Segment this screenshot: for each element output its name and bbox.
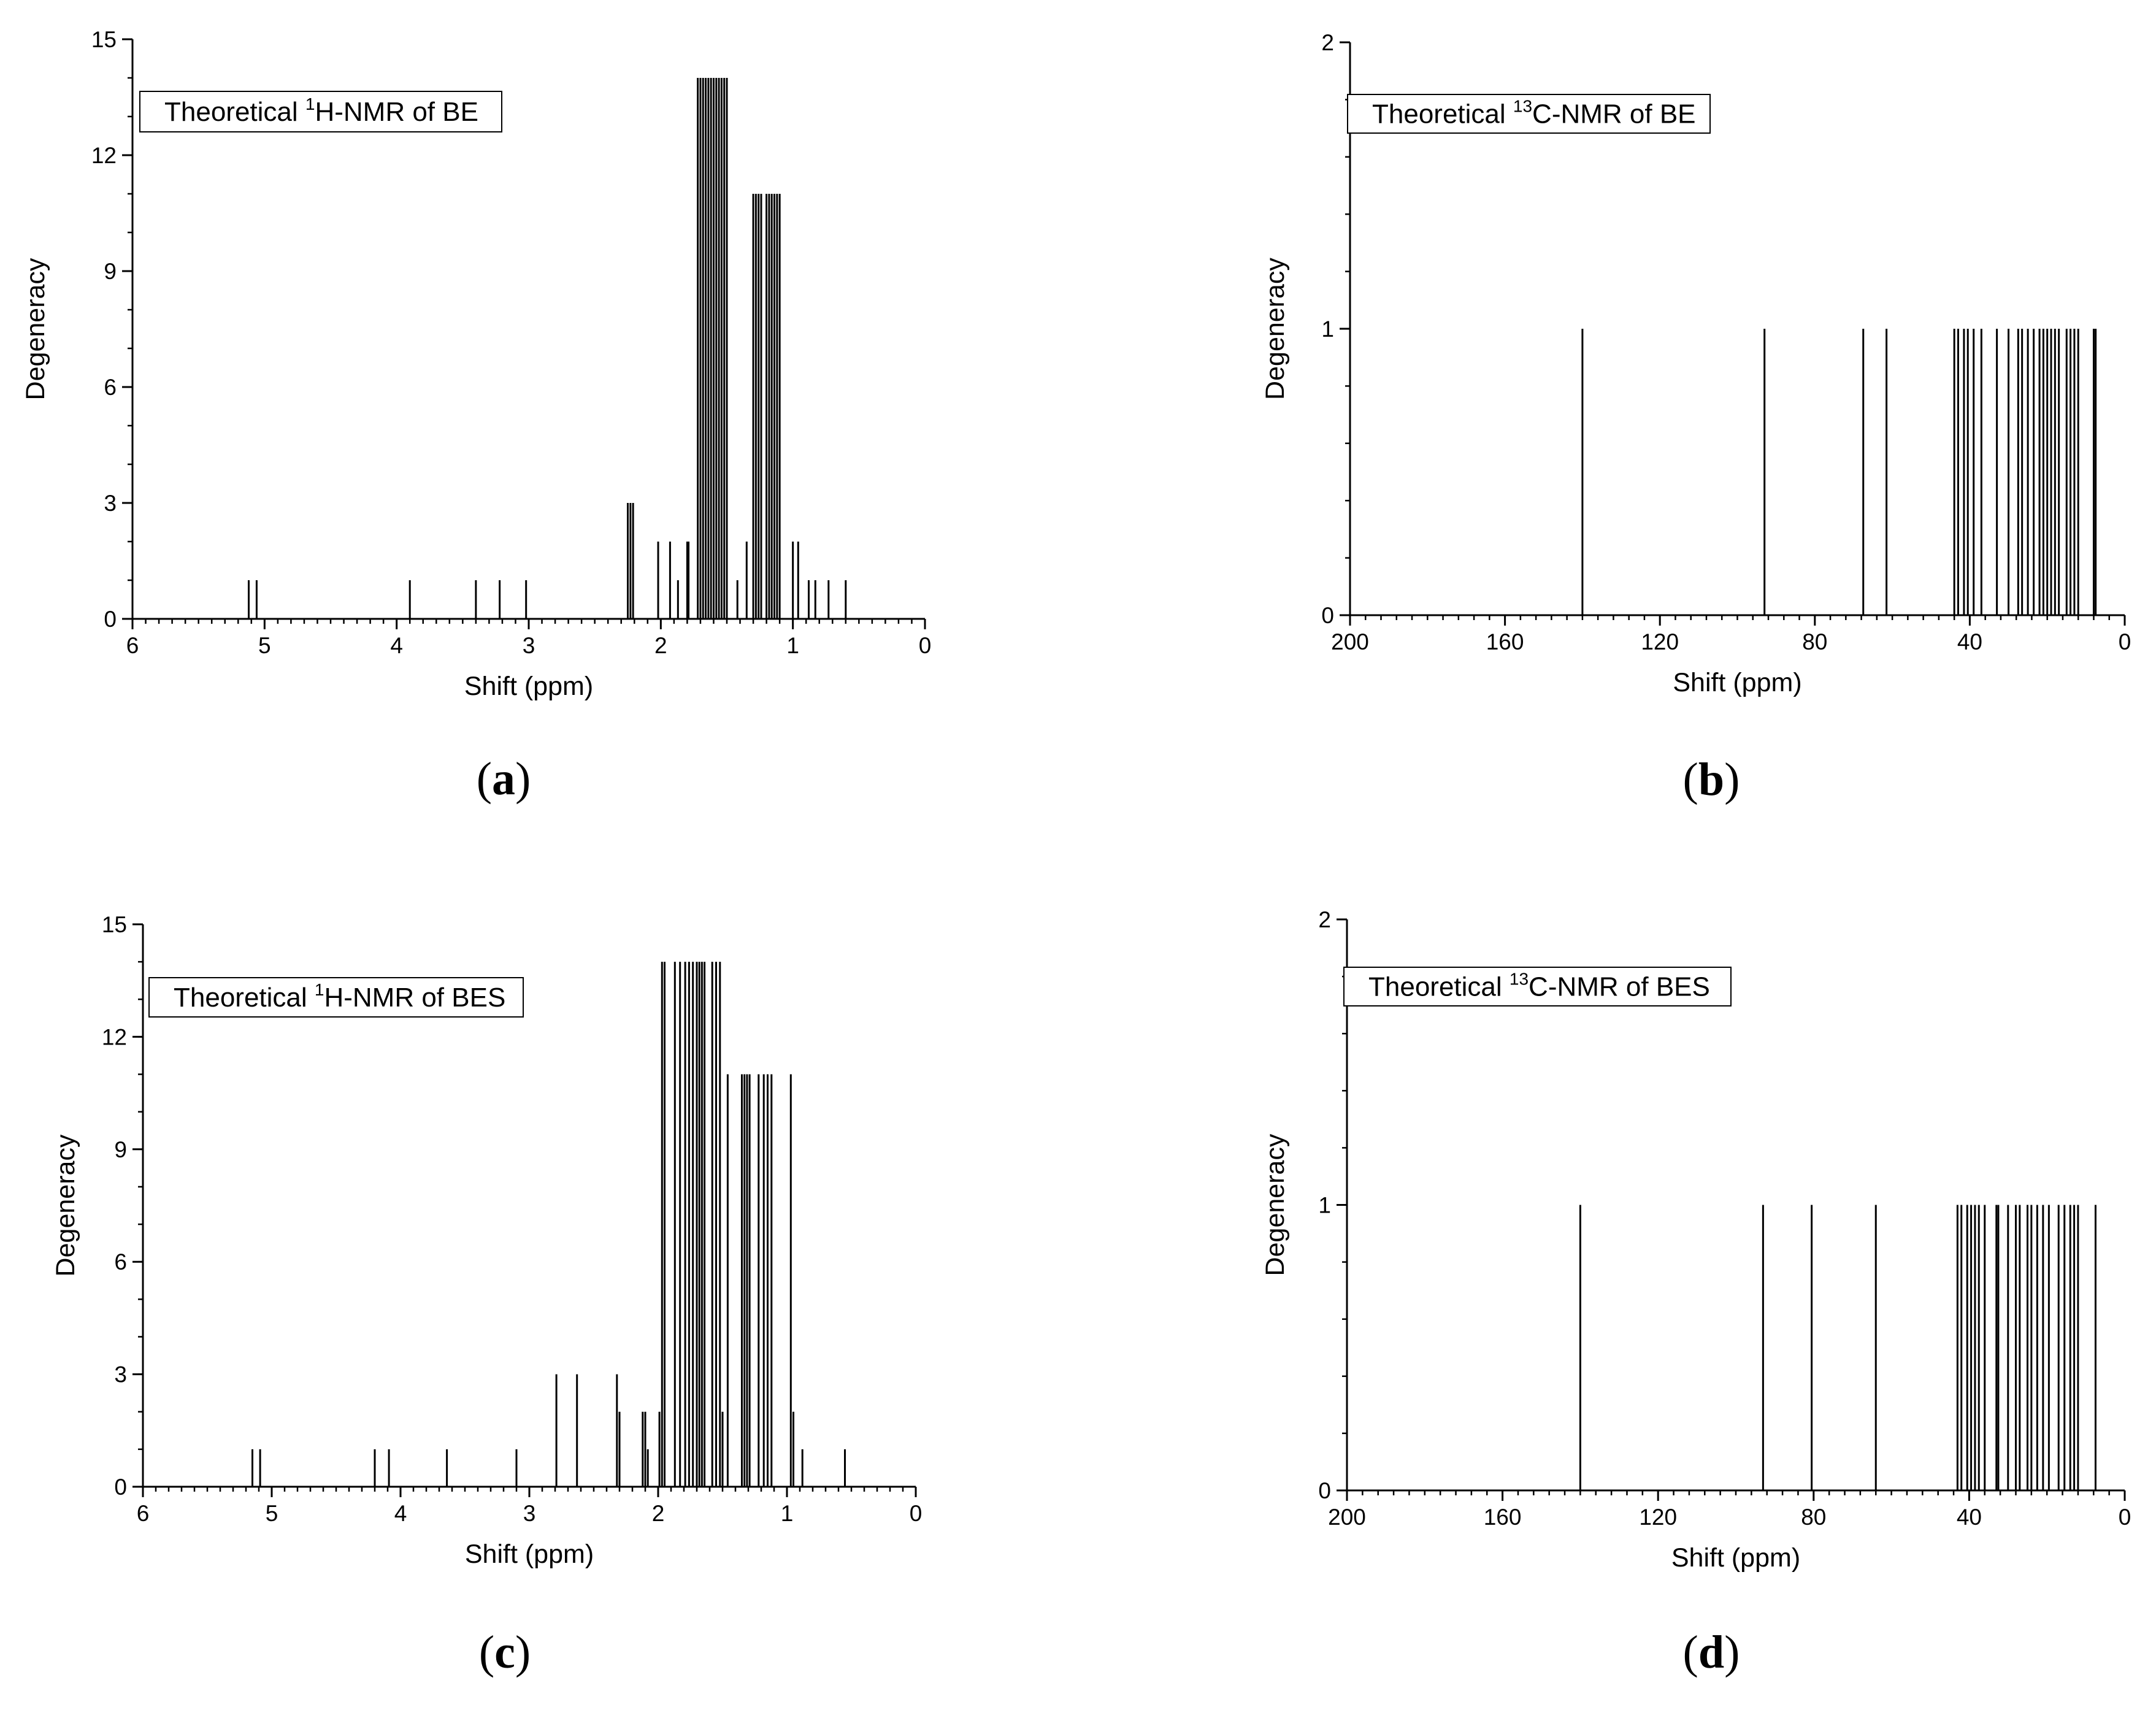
panel-label: (a) — [477, 753, 531, 805]
x-tick-label: 200 — [1331, 629, 1369, 654]
legend-prefix: Theoretical — [1372, 99, 1513, 129]
panel-label: (d) — [1683, 1627, 1740, 1678]
x-tick-label: 0 — [2119, 629, 2131, 654]
legend-suffix: C-NMR of BES — [1529, 972, 1710, 1002]
x-tick-label: 2 — [654, 633, 667, 658]
legend-superscript: 13 — [1513, 97, 1532, 116]
y-tick-label: 3 — [114, 1362, 127, 1387]
x-tick-label: 6 — [137, 1501, 150, 1526]
legend-label: Theoretical 1H-NMR of BES — [174, 980, 505, 1013]
y-tick-label: 6 — [114, 1249, 127, 1275]
x-tick-label: 3 — [523, 633, 535, 658]
legend-box — [139, 91, 502, 132]
x-tick-label: 0 — [919, 633, 932, 658]
legend: Theoretical 1H-NMR of BE — [139, 91, 502, 132]
y-tick-label: 9 — [104, 259, 117, 284]
legend-label: Theoretical 13C-NMR of BES — [1368, 970, 1710, 1002]
y-tick-label: 1 — [1321, 316, 1334, 342]
y-axis-title: Degeneracy — [21, 258, 50, 400]
x-axis-title: Shift (ppm) — [1673, 668, 1801, 697]
y-tick-label: 0 — [1318, 1478, 1331, 1503]
legend-prefix: Theoretical — [1368, 972, 1510, 1002]
legend-box — [148, 977, 524, 1018]
x-axis-title: Shift (ppm) — [464, 672, 593, 701]
x-tick-label: 2 — [652, 1501, 665, 1526]
x-tick-label: 1 — [781, 1501, 794, 1526]
x-tick-label: 0 — [2119, 1505, 2131, 1530]
legend: Theoretical 1H-NMR of BES — [148, 977, 524, 1018]
legend-prefix: Theoretical — [174, 983, 315, 1013]
y-tick-label: 3 — [104, 491, 117, 516]
legend: Theoretical 13C-NMR of BES — [1343, 967, 1732, 1006]
x-axis-title: Shift (ppm) — [1671, 1543, 1800, 1573]
x-tick-label: 5 — [258, 633, 271, 658]
panel-label: (c) — [479, 1627, 531, 1678]
y-axis-title: Degeneracy — [1260, 1133, 1290, 1276]
x-tick-label: 1 — [786, 633, 799, 658]
y-tick-label: 0 — [114, 1474, 127, 1500]
chart-panel-4: 200 160 120 80 40 0 0 1 2 Shift (ppm) Degeneracy Th… — [1260, 907, 2131, 1678]
legend-superscript: 13 — [1510, 970, 1529, 989]
y-tick-label: 0 — [1321, 603, 1334, 628]
y-tick-label: 2 — [1318, 907, 1331, 932]
x-tick-label: 80 — [1801, 1505, 1826, 1530]
y-tick-label: 2 — [1321, 30, 1334, 55]
y-tick-label: 6 — [104, 375, 117, 400]
y-tick-label: 12 — [102, 1024, 127, 1049]
x-tick-label: 6 — [126, 633, 139, 658]
legend-prefix: Theoretical — [164, 97, 305, 127]
x-tick-label: 4 — [394, 1501, 407, 1526]
chart-panel-3: 6 5 4 3 2 1 0 0 3 6 9 12 15 Shift (ppm) Degeneracy Theo… — [51, 912, 922, 1678]
legend-box — [1347, 94, 1711, 134]
x-axis-title: Shift (ppm) — [465, 1539, 594, 1569]
x-tick-label: 40 — [1957, 1505, 1982, 1530]
legend-superscript: 1 — [315, 980, 324, 999]
y-axis-title: Degeneracy — [51, 1134, 80, 1276]
legend-label: Theoretical 1H-NMR of BE — [164, 94, 478, 127]
panel-label: (b) — [1683, 754, 1740, 805]
legend-superscript: 1 — [305, 94, 315, 113]
y-tick-label: 15 — [102, 912, 127, 937]
x-tick-label: 120 — [1641, 629, 1679, 654]
x-tick-label: 40 — [1957, 629, 1982, 654]
y-tick-label: 12 — [91, 143, 117, 168]
x-tick-label: 200 — [1328, 1505, 1366, 1530]
x-tick-label: 80 — [1802, 629, 1827, 654]
legend-suffix: H-NMR of BES — [324, 983, 505, 1013]
y-axis-title: Degeneracy — [1260, 258, 1290, 400]
legend-label: Theoretical 13C-NMR of BE — [1372, 97, 1696, 129]
y-tick-label: 15 — [91, 27, 117, 52]
x-tick-label: 4 — [390, 633, 403, 658]
x-tick-label: 3 — [523, 1501, 536, 1526]
y-tick-label: 1 — [1318, 1193, 1331, 1218]
legend: Theoretical 13C-NMR of BE — [1347, 94, 1711, 134]
legend-box — [1343, 967, 1732, 1006]
x-tick-label: 0 — [910, 1501, 923, 1526]
y-tick-label: 0 — [104, 607, 117, 632]
legend-suffix: C-NMR of BE — [1532, 99, 1695, 129]
x-tick-label: 160 — [1486, 629, 1524, 654]
legend-suffix: H-NMR of BE — [315, 97, 478, 127]
x-tick-label: 5 — [266, 1501, 278, 1526]
x-tick-label: 160 — [1484, 1505, 1522, 1530]
chart-panel-1: 6 5 4 3 2 1 0 0 3 6 9 12 15 Shift (ppm) Degeneracy Theo… — [21, 27, 931, 805]
x-tick-label: 120 — [1639, 1505, 1677, 1530]
chart-panel-2: 200 160 120 80 40 0 0 1 2 Shift (ppm) Degeneracy Th… — [1260, 30, 2131, 805]
y-tick-label: 9 — [114, 1137, 127, 1162]
